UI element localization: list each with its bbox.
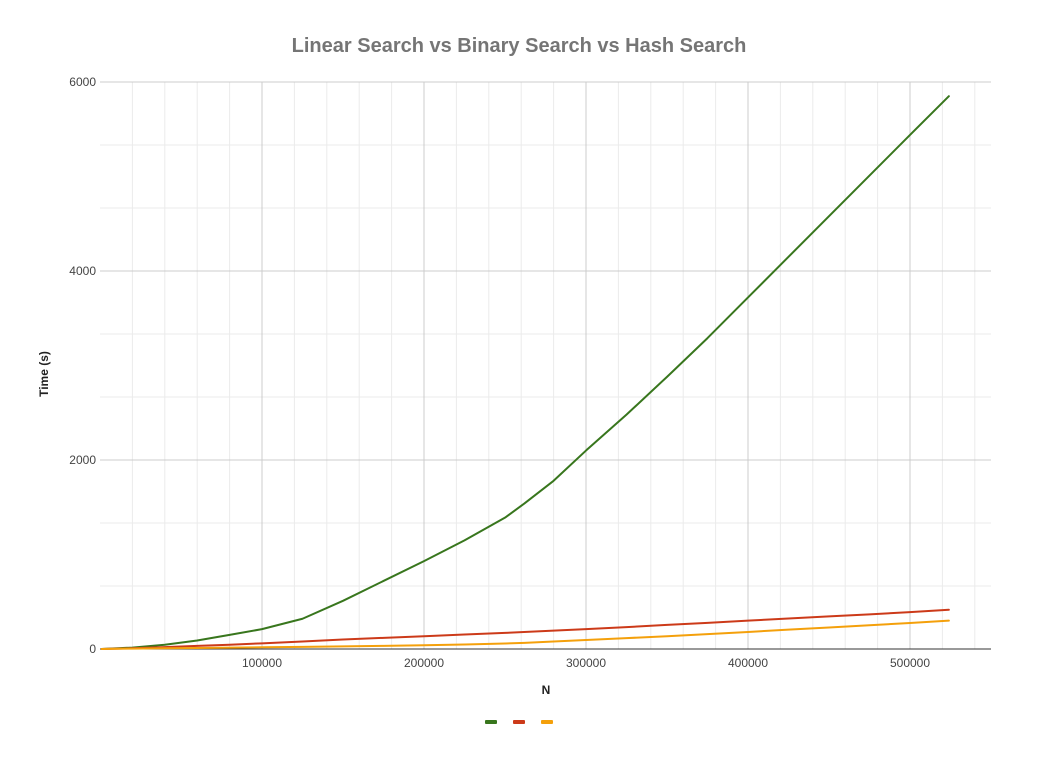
- legend-swatch-2: [513, 720, 525, 724]
- y-tick-label: 6000: [69, 75, 96, 89]
- x-axis-title: N: [542, 683, 551, 697]
- x-tick-label: 100000: [242, 656, 282, 670]
- x-tick-label: 300000: [566, 656, 606, 670]
- x-tick-label: 500000: [890, 656, 930, 670]
- legend-swatch-3: [541, 720, 553, 724]
- chart-title: Linear Search vs Binary Search vs Hash S…: [292, 35, 747, 57]
- gridlines: [100, 81, 991, 649]
- series-lines: [100, 95, 950, 650]
- series-line-2: [100, 608, 950, 650]
- x-tick-label: 400000: [728, 656, 768, 670]
- series-line-1: [100, 95, 950, 650]
- tick-labels: 100000 200000 300000 400000 500000 0 2000 4000 6…: [69, 75, 930, 670]
- legend: [485, 720, 553, 724]
- y-tick-label: 2000: [69, 453, 96, 467]
- y-tick-label: 4000: [69, 264, 96, 278]
- y-axis-title: Time (s): [37, 351, 51, 397]
- legend-swatch-1: [485, 720, 497, 724]
- y-tick-label: 0: [89, 642, 96, 656]
- series-line-3: [100, 619, 950, 650]
- x-tick-label: 200000: [404, 656, 444, 670]
